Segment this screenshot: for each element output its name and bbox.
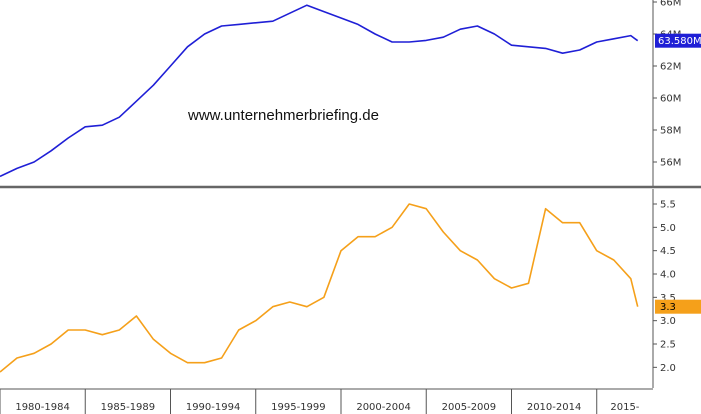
top-panel: 56M58M60M62M64M66M 63.580M www.unternehm… bbox=[0, 0, 701, 186]
x-tick-label: 1995-1999 bbox=[271, 402, 326, 413]
top-y-tick-label: 66M bbox=[660, 0, 681, 9]
x-tick-label: 2000-2004 bbox=[356, 402, 411, 413]
x-tick-label: 2005-2009 bbox=[442, 402, 497, 413]
top-last-value-badge: 63.580M bbox=[655, 33, 701, 48]
top-y-tick-label: 56M bbox=[660, 158, 681, 169]
x-tick-label: 2010-2014 bbox=[527, 402, 582, 413]
bottom-y-tick-label: 2.0 bbox=[660, 363, 676, 374]
bottom-last-value-badge: 3.3 bbox=[655, 299, 701, 314]
bottom-y-tick-label: 3.0 bbox=[660, 316, 676, 327]
top-badge-box bbox=[655, 33, 701, 48]
watermark-text: www.unternehmerbriefing.de bbox=[187, 107, 379, 124]
bottom-y-tick-label: 5.0 bbox=[660, 223, 676, 234]
bottom-panel: 2.0 2.5 3.0 3.5 4.0 4.5 5.0 5.5 3.3 bbox=[0, 189, 701, 388]
bottom-badge-box bbox=[655, 299, 701, 314]
bottom-y-ticks: 2.0 2.5 3.0 3.5 4.0 4.5 5.0 5.5 bbox=[653, 200, 676, 374]
top-y-tick-label: 62M bbox=[660, 62, 681, 73]
bottom-y-tick-label: 4.0 bbox=[660, 270, 676, 281]
x-axis-ticks: 1980-1984 1985-1989 1990-1994 1995-1999 2000… bbox=[0, 389, 640, 414]
top-y-tick-label: 58M bbox=[660, 126, 681, 137]
x-tick-label: 1990-1994 bbox=[186, 402, 241, 413]
bottom-y-tick-label: 3.5 bbox=[660, 293, 676, 304]
x-tick-label: 2015- bbox=[610, 402, 639, 413]
top-series-line bbox=[0, 4, 639, 178]
x-tick-label: 1980-1984 bbox=[15, 402, 70, 413]
bottom-y-tick-label: 5.5 bbox=[660, 200, 676, 211]
top-badge-label: 63.580M bbox=[658, 36, 701, 47]
top-y-tick-label: 60M bbox=[660, 94, 681, 105]
bottom-y-tick-label: 2.5 bbox=[660, 340, 676, 351]
x-tick-label: 1985-1989 bbox=[101, 402, 156, 413]
bottom-y-tick-label: 4.5 bbox=[660, 246, 676, 257]
x-axis: 1980-1984 1985-1989 1990-1994 1995-1999 2000… bbox=[0, 388, 653, 414]
bottom-series-line bbox=[0, 203, 639, 373]
bottom-badge-label: 3.3 bbox=[660, 302, 676, 313]
